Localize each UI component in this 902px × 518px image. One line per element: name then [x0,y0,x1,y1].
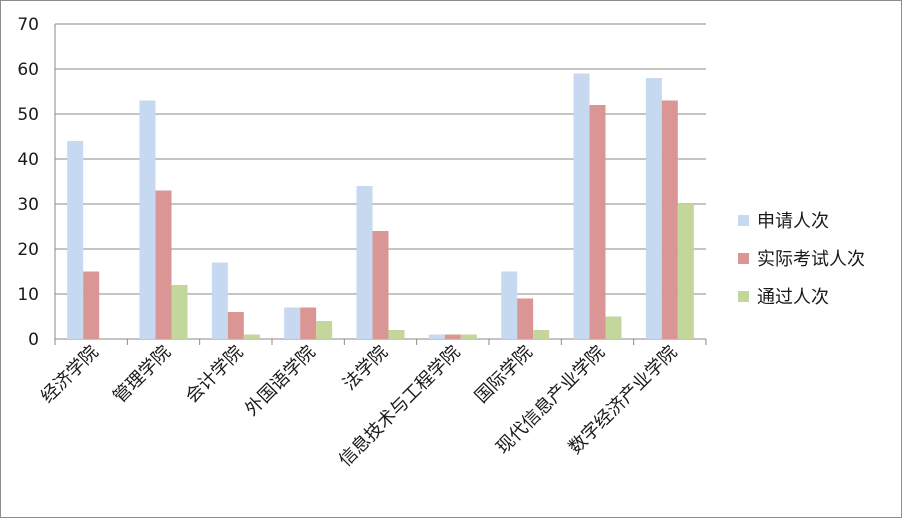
bar-3-4 [316,321,333,339]
bar-3-9 [677,204,694,339]
bar-1-4 [284,307,301,339]
bar-2-6 [444,334,461,339]
bar-1-5 [356,186,373,339]
y-tick-label: 0 [28,330,39,350]
y-tick-label: 50 [17,105,39,125]
bar-2-4 [300,307,317,339]
y-tick-label: 10 [17,285,39,305]
legend-label-1: 申请人次 [757,211,829,232]
bars [67,73,694,339]
bar-3-3 [243,334,260,339]
legend-label-2: 实际考试人次 [757,249,865,270]
x-tick-label: 会计学院 [182,342,248,408]
bar-1-8 [573,73,590,339]
x-tick-label: 管理学院 [109,342,175,408]
bar-1-1 [67,141,84,339]
y-tick-label: 30 [17,195,39,215]
bar-2-2 [155,190,172,339]
bar-3-6 [460,334,477,339]
bar-1-7 [501,271,518,339]
bar-2-5 [372,231,389,339]
legend-swatch-1 [738,215,749,226]
bar-2-1 [83,271,100,339]
bar-2-7 [517,298,534,339]
bar-1-9 [645,78,662,339]
y-tick-label: 70 [17,15,39,35]
bar-2-9 [661,100,678,339]
x-tick-label: 国际学院 [471,342,537,408]
bar-1-6 [428,334,445,339]
legend-label-3: 通过人次 [757,287,829,308]
bar-2-3 [227,312,244,339]
bar-1-3 [211,262,228,339]
y-tick-labels: 0 10 20 30 40 50 60 70 [17,15,39,350]
y-tick-label: 40 [17,150,39,170]
bar-3-5 [388,330,405,339]
y-tick-label: 60 [17,60,39,80]
bar-2-8 [589,105,606,339]
legend-swatch-3 [738,291,749,302]
bar-3-2 [171,285,188,339]
legend-swatch-2 [738,253,749,264]
bar-1-2 [139,100,156,339]
bar-3-8 [605,316,622,339]
bar-3-7 [533,330,550,339]
x-tick-label: 法学院 [339,342,392,395]
x-tick-label: 外国语学院 [241,342,319,420]
x-tick-label: 信息技术与工程学院 [335,342,464,471]
x-tick-label: 经济学院 [37,342,103,408]
y-tick-label: 20 [17,240,39,260]
